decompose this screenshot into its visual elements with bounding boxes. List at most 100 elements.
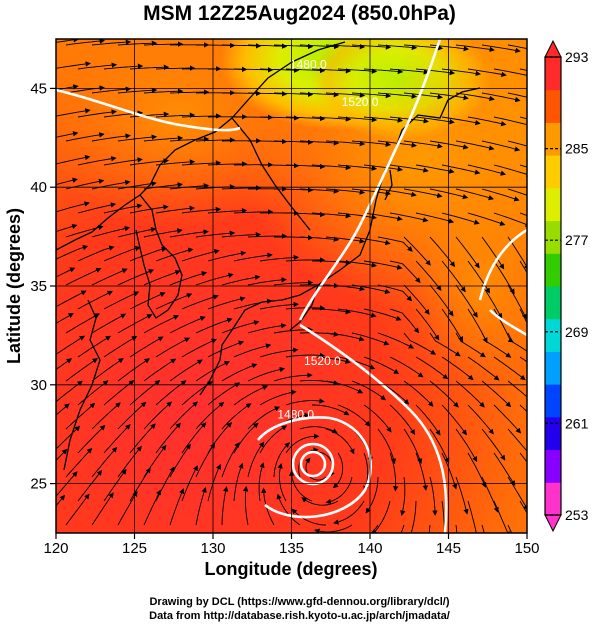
streamline bbox=[389, 452, 399, 492]
x-tick-label: 130 bbox=[200, 540, 225, 557]
streamline bbox=[429, 44, 470, 52]
streamline bbox=[129, 64, 170, 70]
streamline bbox=[273, 139, 314, 145]
streamline bbox=[258, 462, 265, 502]
streamline bbox=[467, 212, 506, 226]
streamline bbox=[91, 86, 132, 94]
colorbar-max-arrow bbox=[544, 39, 562, 58]
colorbar-tick-label: 285 bbox=[565, 141, 589, 157]
streamline bbox=[481, 188, 520, 202]
streamline bbox=[403, 332, 437, 355]
streamline bbox=[519, 116, 527, 120]
streamline bbox=[519, 356, 527, 363]
streamline bbox=[247, 406, 281, 430]
streamline bbox=[233, 67, 274, 73]
streamline bbox=[181, 206, 222, 214]
credit-drawing: Drawing by DCL (https://www.gfd-dennou.o… bbox=[149, 596, 450, 608]
colorbar-tick-label: 261 bbox=[565, 415, 589, 431]
streamline bbox=[169, 271, 208, 286]
streamline bbox=[143, 444, 167, 478]
streamline bbox=[65, 358, 98, 382]
streamline bbox=[467, 356, 500, 381]
streamline bbox=[117, 134, 158, 142]
credit-data-source: Data from http://database.rish.kyoto-u.a… bbox=[149, 610, 450, 622]
streamline bbox=[207, 296, 246, 310]
streamline bbox=[221, 442, 240, 478]
streamline bbox=[221, 363, 258, 382]
streamline bbox=[65, 132, 105, 142]
streamline bbox=[221, 185, 262, 191]
colorbar-min-arrow bbox=[544, 514, 562, 533]
streamline bbox=[103, 157, 143, 166]
streamline bbox=[481, 332, 512, 358]
streamline bbox=[493, 116, 527, 128]
streamline bbox=[103, 336, 138, 358]
coastlines bbox=[56, 41, 481, 471]
x-axis-ticks: 120 125 130 135 140 145 150 bbox=[43, 533, 540, 557]
streamline bbox=[103, 468, 127, 502]
streamline bbox=[56, 61, 91, 69]
streamline bbox=[56, 131, 79, 138]
streamline bbox=[403, 140, 443, 149]
streamline bbox=[285, 305, 326, 311]
streamline bbox=[155, 65, 196, 71]
streamline bbox=[155, 337, 191, 358]
streamline bbox=[493, 260, 515, 295]
streamline bbox=[155, 247, 194, 262]
streamline bbox=[56, 201, 90, 213]
streamline bbox=[221, 231, 262, 238]
streamline bbox=[169, 89, 210, 95]
x-axis-label: Longitude (degrees) bbox=[204, 559, 377, 579]
colorbar-segment bbox=[545, 89, 561, 123]
streamline bbox=[56, 177, 78, 186]
contour-labels: 1480.0 1520.0 1520.0 1480.0 bbox=[277, 58, 378, 422]
wind-streamlines bbox=[56, 39, 527, 533]
streamline bbox=[467, 404, 494, 435]
streamline bbox=[117, 401, 147, 430]
y-axis-ticks: 25 30 35 40 45 bbox=[30, 80, 56, 493]
temperature-field: 1480.0 1520.0 1520.0 1480.0 bbox=[56, 39, 527, 533]
streamline bbox=[467, 500, 477, 533]
x-tick-label: 140 bbox=[357, 540, 382, 557]
streamline bbox=[519, 308, 527, 324]
streamline bbox=[129, 336, 164, 358]
streamline bbox=[143, 314, 180, 334]
streamline bbox=[221, 43, 262, 49]
streamline bbox=[195, 442, 216, 478]
streamline bbox=[325, 92, 366, 98]
streamline bbox=[325, 236, 365, 244]
streamline bbox=[507, 332, 527, 352]
streamline bbox=[415, 212, 455, 224]
streamline bbox=[455, 188, 494, 201]
streamline bbox=[143, 401, 173, 430]
streamline bbox=[429, 236, 456, 268]
streamline bbox=[103, 291, 140, 310]
streamline bbox=[155, 205, 195, 214]
streamline bbox=[169, 443, 191, 478]
streamline bbox=[415, 308, 440, 341]
streamline bbox=[56, 335, 86, 355]
streamline bbox=[325, 140, 366, 147]
streamline bbox=[273, 43, 314, 50]
streamline bbox=[77, 245, 115, 262]
streamline bbox=[467, 260, 491, 294]
streamline bbox=[247, 366, 286, 382]
streamline bbox=[195, 361, 230, 382]
streamline bbox=[143, 489, 161, 526]
streamline bbox=[299, 188, 340, 194]
streamline bbox=[247, 277, 287, 286]
streamline bbox=[91, 133, 131, 142]
streamline bbox=[311, 164, 352, 171]
streamline bbox=[493, 68, 527, 79]
streamline bbox=[455, 476, 469, 515]
streamline bbox=[441, 356, 474, 381]
streamline bbox=[507, 476, 527, 511]
streamline bbox=[455, 428, 478, 463]
streamline bbox=[207, 250, 247, 262]
streamline bbox=[415, 164, 455, 174]
streamline bbox=[519, 452, 527, 463]
streamline bbox=[143, 358, 177, 382]
streamline bbox=[259, 67, 300, 73]
streamline bbox=[389, 356, 424, 378]
streamline bbox=[403, 92, 443, 100]
